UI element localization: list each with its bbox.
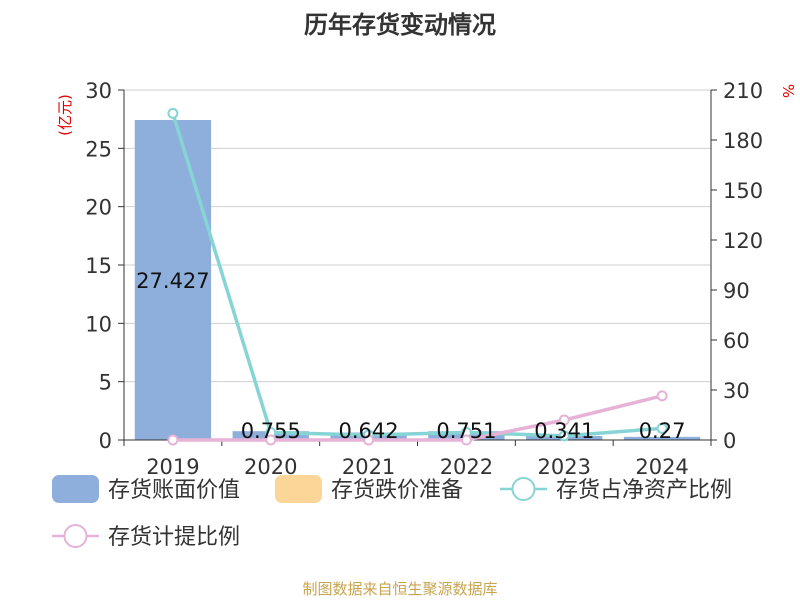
right-tick-label: 150 <box>723 179 763 203</box>
legend-label: 存货占净资产比例 <box>556 478 732 503</box>
chart-title: 历年存货变动情况 <box>304 11 496 39</box>
left-tick-label: 15 <box>85 254 112 278</box>
line-series <box>167 107 668 446</box>
line-point <box>167 434 179 446</box>
legend-swatch <box>275 475 322 503</box>
line-point <box>265 434 277 446</box>
bar-data-label: 27.427 <box>136 269 209 293</box>
line-point <box>558 430 570 442</box>
x-tick-label: 2024 <box>635 455 688 479</box>
legend-marker <box>63 524 88 548</box>
right-tick-label: 180 <box>723 129 763 153</box>
x-tick-label: 2019 <box>146 455 199 479</box>
grid-lines <box>124 89 711 383</box>
right-axis-label: % <box>779 84 797 98</box>
right-tick-label: 30 <box>723 379 750 403</box>
line-point <box>460 434 472 446</box>
line-point <box>558 414 570 426</box>
line-point <box>363 434 375 446</box>
x-tick-label: 2021 <box>342 455 395 479</box>
bar <box>134 120 212 440</box>
left-tick-label: 5 <box>99 371 112 395</box>
x-tick-label: 2023 <box>538 455 591 479</box>
left-tick-label: 20 <box>85 196 112 220</box>
bar-data-label: 0.642 <box>339 419 399 443</box>
legend-marker <box>511 477 536 501</box>
left-tick-label: 10 <box>85 312 112 336</box>
line-point <box>656 390 668 402</box>
line-path <box>171 111 664 438</box>
x-tick-label: 2022 <box>440 455 493 479</box>
legend-label: 存货账面价值 <box>108 478 240 503</box>
legend-swatch <box>52 475 99 503</box>
source-note: 制图数据来自恒生聚源数据库 <box>302 580 497 598</box>
right-tick-label: 120 <box>723 229 763 253</box>
left-tick-label: 30 <box>85 79 112 103</box>
bar-data-label: 0.755 <box>241 419 301 443</box>
line-point <box>656 422 668 434</box>
data-labels: 27.427 0.755 0.642 0.751 0.341 0.27 <box>136 269 685 443</box>
right-tick-label: 210 <box>723 79 763 103</box>
legend-label: 存货跌价准备 <box>331 478 463 503</box>
right-tick-label: 90 <box>723 279 750 303</box>
bar <box>623 436 701 440</box>
line-point <box>167 107 179 119</box>
left-axis-label: (亿元) <box>56 94 74 136</box>
right-tick-label: 0 <box>723 429 736 453</box>
bar-data-label: 0.341 <box>534 419 594 443</box>
line-path <box>171 394 664 442</box>
left-tick-label: 25 <box>85 137 112 161</box>
right-tick-label: 60 <box>723 329 750 353</box>
legend-label: 存货计提比例 <box>108 525 240 550</box>
bar-data-label: 0.751 <box>436 419 496 443</box>
left-tick-label: 0 <box>99 429 112 453</box>
bar-data-label: 0.27 <box>639 419 686 443</box>
bar-series <box>134 120 701 440</box>
